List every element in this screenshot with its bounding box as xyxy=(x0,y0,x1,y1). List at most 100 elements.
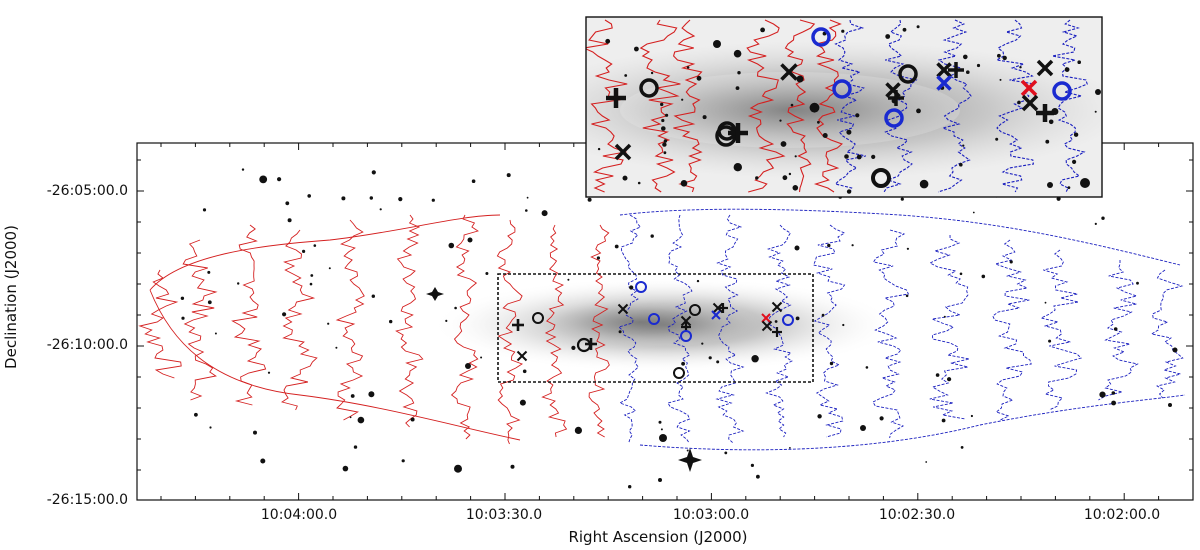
star xyxy=(963,54,968,60)
inset-red-contours xyxy=(586,19,843,193)
star xyxy=(259,175,268,184)
star xyxy=(959,272,963,276)
star xyxy=(794,155,797,158)
star xyxy=(902,27,907,32)
star xyxy=(827,243,831,248)
star xyxy=(663,151,667,155)
star xyxy=(997,53,1001,58)
marker-plus xyxy=(772,327,782,337)
star xyxy=(1094,110,1097,113)
star xyxy=(618,330,622,334)
star xyxy=(485,272,489,275)
red-contour xyxy=(395,214,424,428)
star xyxy=(696,279,700,283)
inset-frame xyxy=(585,16,1103,198)
star xyxy=(519,399,526,406)
star xyxy=(379,208,382,211)
red-contour xyxy=(231,224,267,406)
star xyxy=(1080,178,1090,188)
marker-x xyxy=(936,62,952,78)
star xyxy=(1136,281,1139,285)
star xyxy=(661,126,666,131)
star xyxy=(605,38,611,44)
marker-x xyxy=(936,75,952,91)
star xyxy=(788,172,792,176)
star xyxy=(241,168,245,171)
y-tick-label: -26:10:00.0 xyxy=(47,337,128,353)
blue-contour xyxy=(1039,249,1082,411)
star xyxy=(371,294,375,298)
inset-zoom-panel xyxy=(585,16,1103,198)
marker-x xyxy=(1020,79,1038,97)
star xyxy=(207,270,211,274)
star xyxy=(841,29,845,33)
star xyxy=(1072,159,1077,164)
star xyxy=(681,361,685,366)
star xyxy=(1017,100,1021,105)
star xyxy=(947,377,952,382)
star xyxy=(401,459,405,463)
star xyxy=(1099,391,1106,398)
star xyxy=(959,162,963,167)
star xyxy=(398,197,403,202)
star xyxy=(733,49,742,58)
star xyxy=(792,185,799,191)
star xyxy=(597,147,601,151)
marker-circle xyxy=(680,330,692,342)
red-contour xyxy=(335,219,365,421)
marker-circle xyxy=(884,108,904,128)
star xyxy=(209,426,212,429)
star xyxy=(267,371,271,374)
star xyxy=(1094,222,1097,225)
main-markers xyxy=(512,281,794,379)
marker-x xyxy=(1021,94,1039,112)
star xyxy=(822,31,827,36)
star xyxy=(1019,66,1022,69)
marker-x xyxy=(614,143,632,161)
star xyxy=(681,98,684,101)
marker-x xyxy=(516,350,528,362)
inset-markers xyxy=(606,27,1072,188)
marker-circle xyxy=(635,281,647,293)
blue-contour xyxy=(1150,269,1184,399)
star xyxy=(253,430,257,435)
star xyxy=(287,218,292,223)
red-contour xyxy=(588,224,610,438)
star xyxy=(471,179,476,183)
inset-red-contour xyxy=(813,19,843,193)
star xyxy=(789,447,791,449)
star xyxy=(822,133,828,138)
star xyxy=(506,173,511,178)
star xyxy=(665,113,669,117)
star xyxy=(622,175,628,181)
star xyxy=(465,363,471,369)
inset-red-contour xyxy=(746,19,786,193)
star xyxy=(454,464,462,473)
star xyxy=(349,416,352,419)
star xyxy=(1002,55,1007,61)
marker-circle xyxy=(832,79,852,99)
blue-contour xyxy=(619,208,1186,451)
star xyxy=(919,179,929,189)
star xyxy=(995,137,999,141)
red-contour xyxy=(496,219,523,445)
star xyxy=(596,256,601,260)
star xyxy=(353,445,358,449)
star xyxy=(1056,196,1061,201)
star xyxy=(779,119,782,122)
star xyxy=(900,197,904,201)
star xyxy=(659,434,667,442)
star xyxy=(713,40,721,48)
star xyxy=(935,373,940,377)
star xyxy=(634,46,639,52)
star xyxy=(587,197,592,202)
star xyxy=(686,449,689,452)
star xyxy=(525,209,528,212)
star xyxy=(180,296,185,300)
star xyxy=(829,361,834,366)
star xyxy=(780,141,787,147)
star xyxy=(735,86,740,90)
star xyxy=(925,461,928,463)
star xyxy=(960,446,964,449)
